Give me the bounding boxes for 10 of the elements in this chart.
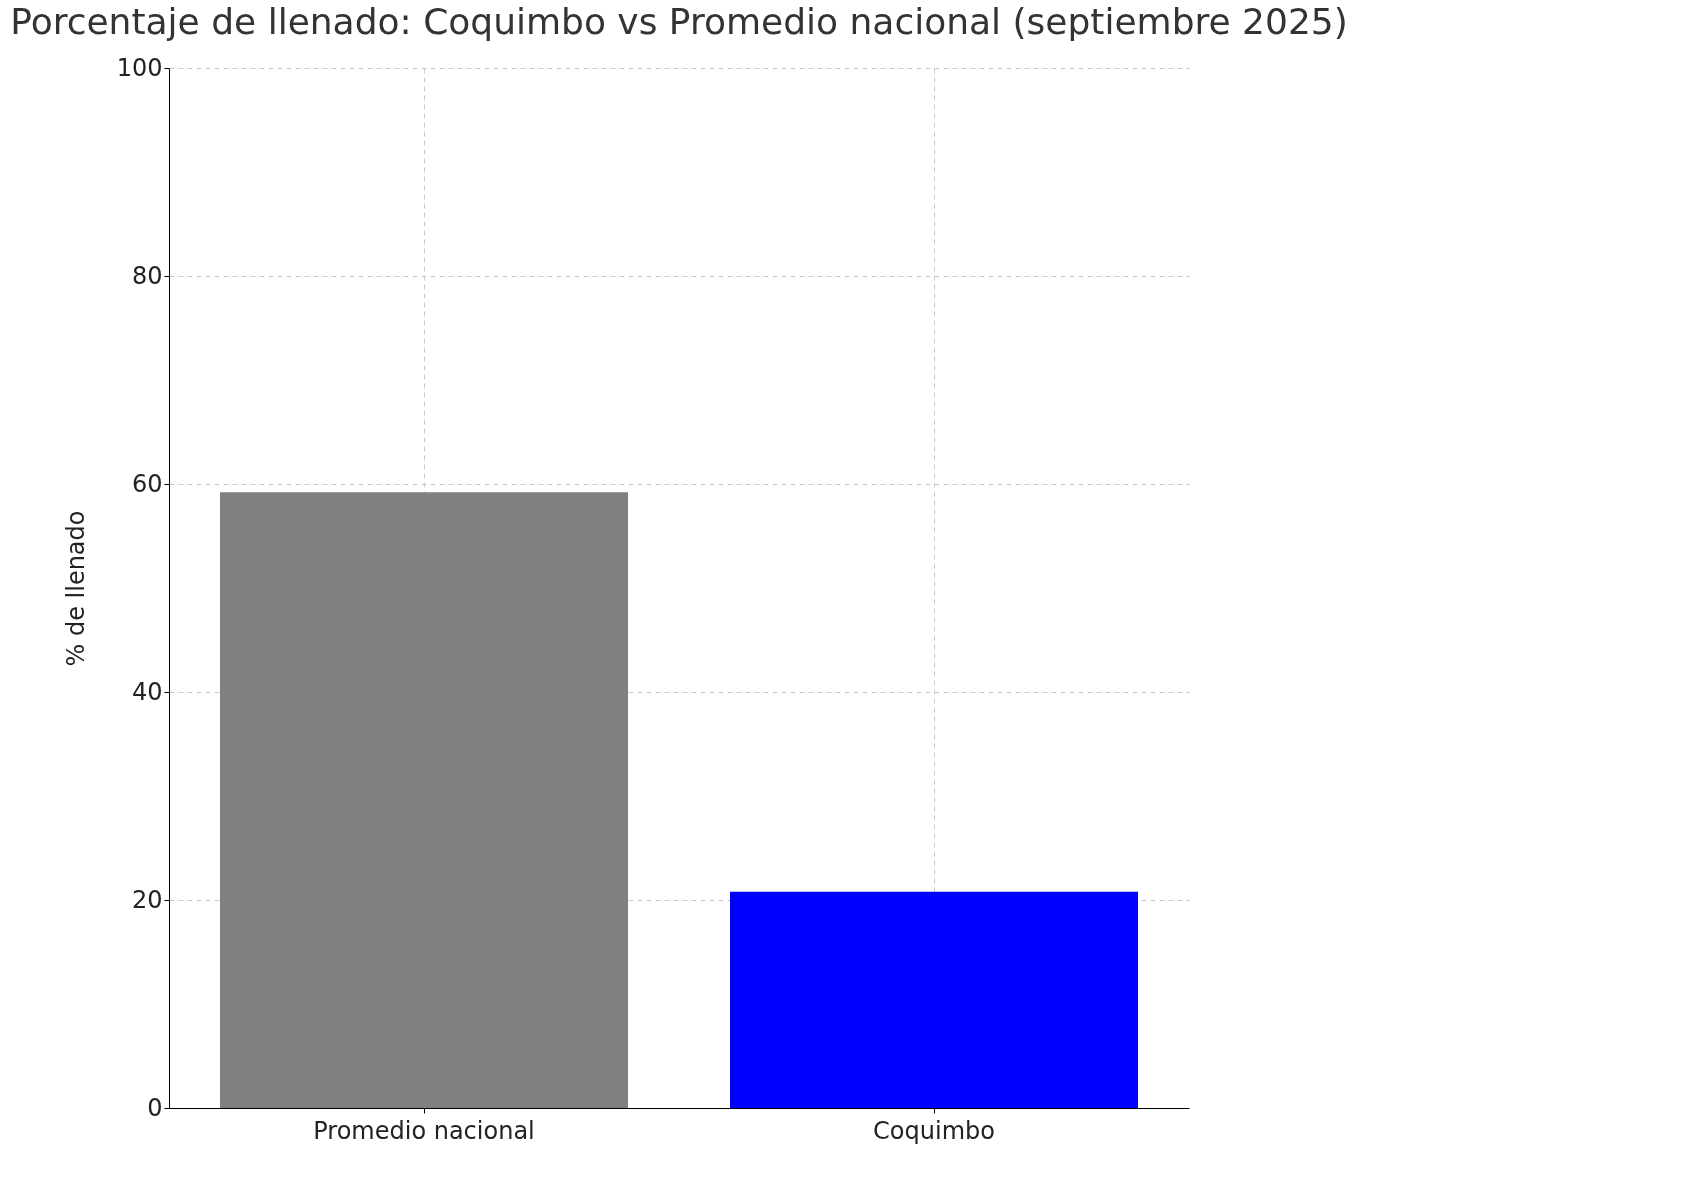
y-tick-label: 100 [116, 53, 163, 82]
y-axis-title: % de llenado [61, 510, 90, 667]
y-tick-label: 60 [131, 469, 163, 498]
chart-title: Porcentaje de llenado: Coquimbo vs Promedio nacional (septiembre 2025) [10, 1, 1348, 42]
y-tick-label: 40 [131, 677, 163, 706]
x-tick-label: Coquimbo [873, 1116, 995, 1145]
y-tick-label: 0 [147, 1093, 163, 1122]
y-tick-label: 20 [131, 885, 163, 914]
x-tick-label: Promedio nacional [313, 1116, 535, 1145]
y-tick-label: 80 [131, 261, 163, 290]
